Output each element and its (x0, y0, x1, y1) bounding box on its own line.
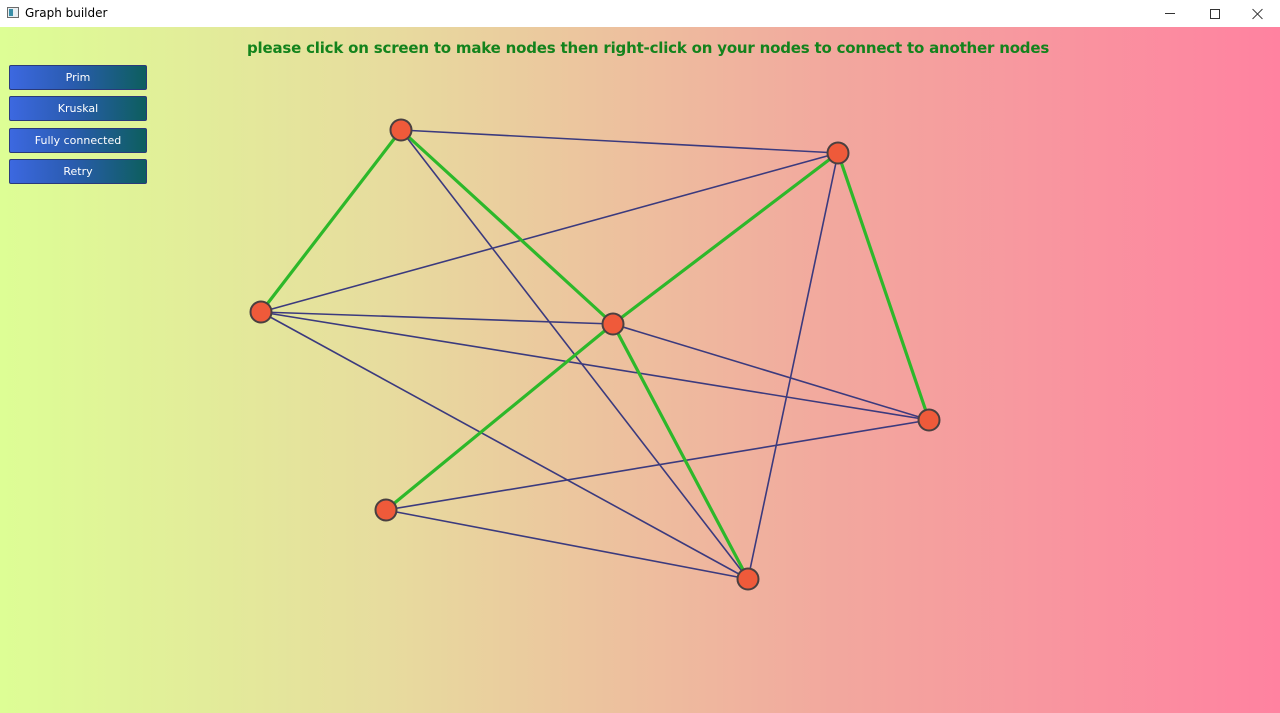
prim-button[interactable]: Prim (9, 65, 147, 90)
graph-edge (260, 311, 749, 580)
minimize-icon (1165, 13, 1175, 14)
graph-node[interactable] (601, 312, 625, 336)
graph-edge (400, 129, 839, 154)
kruskal-button[interactable]: Kruskal (9, 96, 147, 121)
graph-node[interactable] (389, 118, 413, 142)
close-icon (1252, 8, 1264, 20)
graph-canvas[interactable]: please click on screen to make nodes the… (0, 27, 1280, 713)
maximize-button[interactable] (1192, 0, 1238, 27)
close-button[interactable] (1235, 0, 1280, 27)
title-bar: Graph builder (0, 0, 1280, 27)
graph-edge (385, 509, 749, 580)
graph-node[interactable] (736, 567, 760, 591)
graph-edge (260, 152, 839, 313)
graph-node[interactable] (249, 300, 273, 324)
spanning-tree-edge (399, 128, 615, 326)
retry-button[interactable]: Retry (9, 159, 147, 184)
graph-drawing[interactable] (0, 27, 1280, 713)
graph-edge (385, 419, 930, 511)
instructions-text: please click on screen to make nodes the… (247, 39, 1050, 57)
graph-node[interactable] (917, 408, 941, 432)
minimize-button[interactable] (1147, 0, 1193, 27)
graph-edge (260, 311, 614, 325)
graph-edge (747, 152, 839, 580)
spanning-tree-edge (836, 152, 931, 421)
graph-node[interactable] (826, 141, 850, 165)
spanning-tree-edge (611, 323, 750, 580)
graph-edge (612, 323, 930, 421)
window-title: Graph builder (25, 6, 108, 20)
spanning-tree-edge (259, 129, 403, 313)
graph-edge (260, 311, 930, 421)
spanning-tree-edge (612, 151, 839, 326)
app-icon (7, 7, 19, 18)
maximize-icon (1210, 8, 1220, 19)
graph-node[interactable] (374, 498, 398, 522)
fully-connected-button[interactable]: Fully connected (9, 128, 147, 153)
spanning-tree-edge (384, 322, 615, 512)
